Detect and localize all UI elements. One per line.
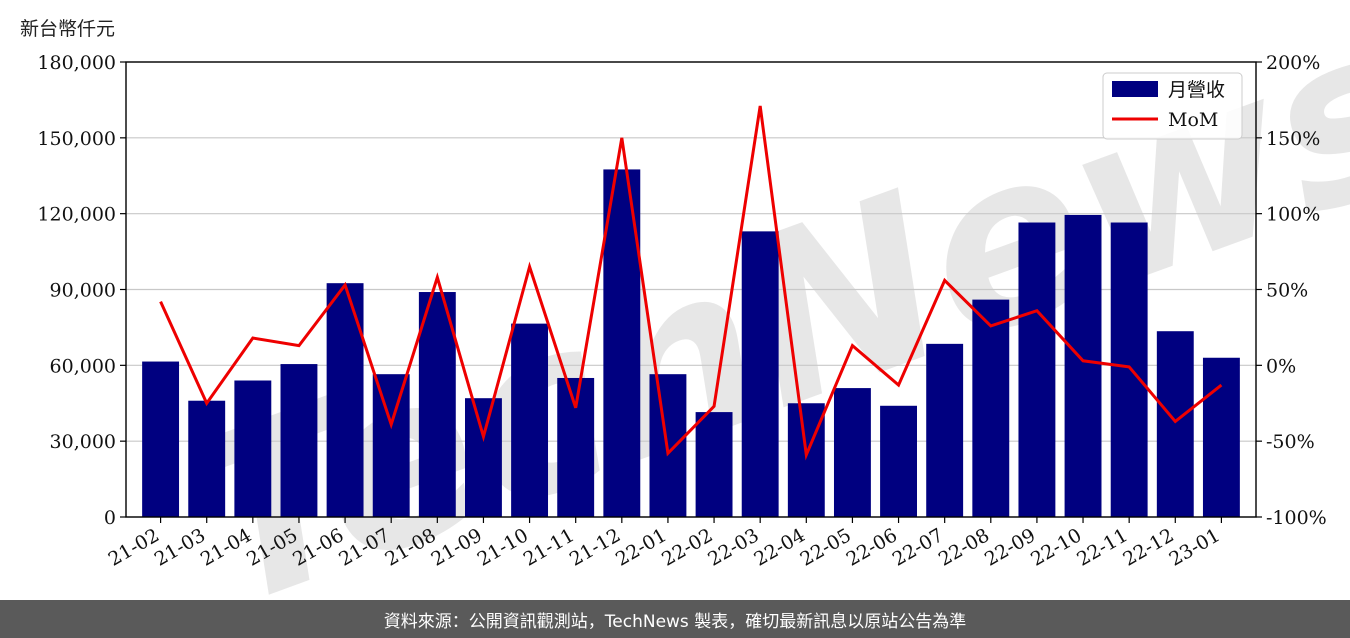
x-tick-label: 22-07 xyxy=(889,524,947,570)
y-left-tick-label: 180,000 xyxy=(37,52,116,74)
bar xyxy=(234,380,272,517)
bar xyxy=(880,405,917,517)
x-tick-label: 22-01 xyxy=(612,524,670,570)
x-tick-label: 22-04 xyxy=(750,524,808,570)
x-tick-label: 22-09 xyxy=(981,524,1039,570)
y-right-tick-label: -100% xyxy=(1266,507,1327,529)
chart-area: TechNews 030,00060,00090,000120,000150,0… xyxy=(37,0,1350,600)
y-left-tick-label: 0 xyxy=(104,507,116,529)
x-tick-label: 21-02 xyxy=(105,524,163,570)
x-tick-label: 23-01 xyxy=(1165,524,1223,570)
x-tick-label: 22-08 xyxy=(935,524,993,570)
x-tick-label: 22-11 xyxy=(1073,524,1131,570)
bar xyxy=(372,374,410,517)
bar xyxy=(557,377,595,517)
bar xyxy=(1064,214,1102,518)
source-footer: 資料來源：公開資訊觀測站，TechNews 製表，確切最新訊息以原站公告為準 xyxy=(0,600,1350,638)
y-left-tick-label: 60,000 xyxy=(50,355,116,377)
y-left-tick-label: 120,000 xyxy=(37,204,116,226)
bar xyxy=(926,343,964,517)
mom-line xyxy=(159,105,1223,461)
y-right-tick-label: 150% xyxy=(1266,128,1320,150)
x-tick-label: 22-10 xyxy=(1027,524,1085,570)
bar xyxy=(465,398,502,517)
y-right-tick-label: 0% xyxy=(1266,355,1296,377)
legend-line-label: MoM xyxy=(1168,109,1218,131)
x-tick-label: 22-12 xyxy=(1119,524,1177,570)
bar xyxy=(787,403,825,517)
bar xyxy=(326,283,364,517)
bar xyxy=(418,292,456,517)
bar xyxy=(1156,331,1194,517)
y-left-tick-label: 150,000 xyxy=(37,128,116,150)
x-tick-label: 22-06 xyxy=(843,524,901,570)
line-series xyxy=(159,105,1223,461)
bar xyxy=(1110,222,1148,517)
bar xyxy=(1018,222,1056,517)
legend-bar-swatch xyxy=(1112,81,1158,97)
y-left-tick-label: 30,000 xyxy=(50,431,116,453)
x-tick-label: 21-03 xyxy=(151,524,209,570)
bar-series xyxy=(142,169,1240,518)
y-right-tick-label: -50% xyxy=(1266,431,1315,453)
bar xyxy=(741,231,779,517)
y-right-tick-label: 200% xyxy=(1266,52,1320,74)
x-tick-label: 22-03 xyxy=(704,524,762,570)
bar xyxy=(142,361,180,517)
y-axis-unit-label: 新台幣仟元 xyxy=(20,18,116,40)
x-tick-label: 22-02 xyxy=(658,524,716,570)
bar xyxy=(511,323,549,517)
bar xyxy=(1202,357,1240,517)
bar xyxy=(972,299,1010,517)
legend-bar-label: 月營收 xyxy=(1168,79,1225,101)
y-right-tick-label: 100% xyxy=(1266,204,1320,226)
y-right-tick-label: 50% xyxy=(1266,280,1308,302)
bar xyxy=(695,412,733,517)
bar xyxy=(188,400,226,517)
bar xyxy=(833,388,871,517)
x-tick-label: 22-05 xyxy=(796,524,854,570)
y-left-tick-label: 90,000 xyxy=(50,280,116,302)
legend: 月營收 MoM xyxy=(1102,72,1243,140)
bar xyxy=(280,364,318,517)
